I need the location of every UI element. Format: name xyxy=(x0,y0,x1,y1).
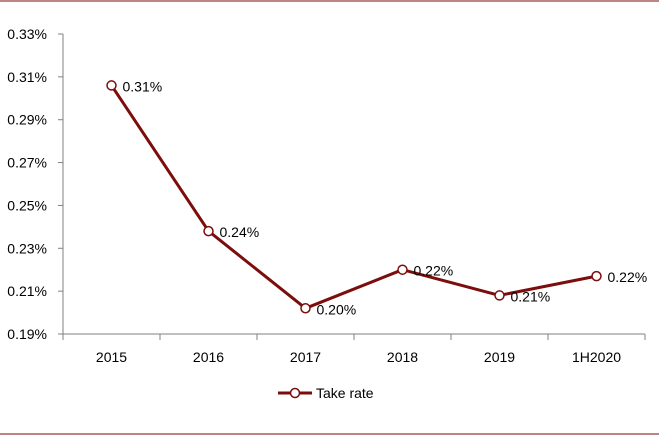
data-point xyxy=(397,264,408,275)
legend-marker xyxy=(289,387,301,399)
data-label: 0.22% xyxy=(608,269,648,285)
x-tick-label: 2016 xyxy=(193,349,224,365)
y-tick-label: 0.27% xyxy=(7,155,47,171)
legend-label: Take rate xyxy=(316,385,374,401)
data-label: 0.22% xyxy=(414,263,454,279)
y-tick-label: 0.23% xyxy=(7,240,47,256)
data-label: 0.20% xyxy=(317,301,357,317)
y-tick-label: 0.31% xyxy=(7,69,47,85)
y-tick-label: 0.33% xyxy=(7,26,47,42)
x-tick-label: 2017 xyxy=(290,349,321,365)
data-point xyxy=(494,290,505,301)
x-tick-label: 2015 xyxy=(96,349,127,365)
data-point xyxy=(591,270,602,282)
data-label: 0.21% xyxy=(511,288,551,304)
data-point xyxy=(106,80,117,91)
y-tick-label: 0.25% xyxy=(7,197,47,213)
data-label: 0.31% xyxy=(123,78,163,94)
data-label: 0.24% xyxy=(220,224,260,240)
data-point xyxy=(203,225,214,237)
plot-area: 0.19% 0.21% 0.23% 0.25% 0.27% 0.29% 0.31% 0.33%… xyxy=(7,26,647,365)
legend: Take rate xyxy=(278,385,374,401)
x-tick-label: 1H2020 xyxy=(572,349,621,365)
y-tick-label: 0.29% xyxy=(7,112,47,128)
x-tick-label: 2018 xyxy=(387,349,418,365)
y-tick-label: 0.19% xyxy=(7,326,47,342)
x-tick-label: 2019 xyxy=(484,349,515,365)
data-point xyxy=(300,303,311,314)
y-tick-label: 0.21% xyxy=(7,283,47,299)
series-line-take-rate xyxy=(110,84,597,310)
